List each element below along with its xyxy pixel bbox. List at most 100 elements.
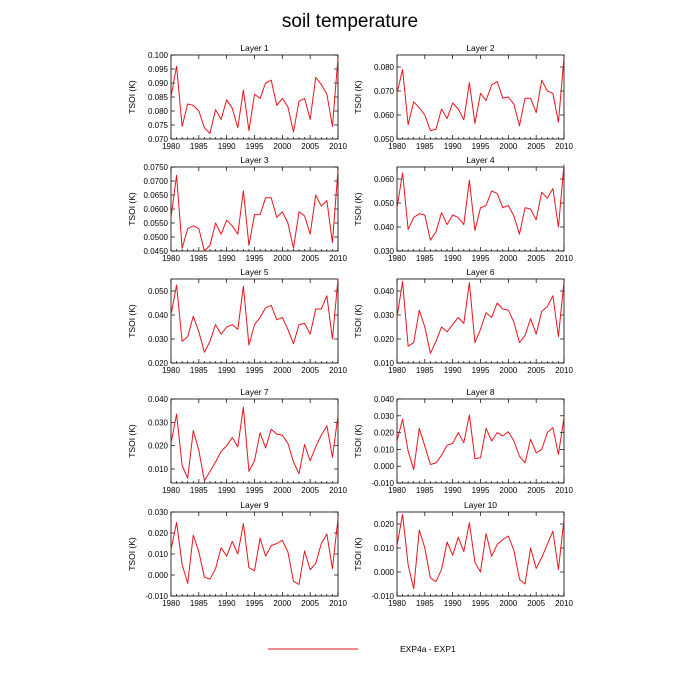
panel-7-xtick-label: 1980 xyxy=(162,486,180,495)
panel-3-title: Layer 3 xyxy=(240,155,269,165)
panel-2-xtick-label: 1980 xyxy=(388,142,406,151)
panel-5-xtick-label: 1995 xyxy=(246,366,264,375)
panel-10-ytick-label: 0.020 xyxy=(374,520,395,529)
panel-2-title: Layer 2 xyxy=(466,43,495,53)
panel-2-xtick-label: 2005 xyxy=(527,142,545,151)
panel-6-series-line xyxy=(396,280,565,354)
panel-4-ytick-label: 0.050 xyxy=(374,199,395,208)
panel-1-ylabel: TSOI (K) xyxy=(127,80,137,114)
panel-4-xtick-label: 1995 xyxy=(472,254,490,263)
panel-4-xtick-label: 1980 xyxy=(388,254,406,263)
panel-8-xtick-label: 2005 xyxy=(527,486,545,495)
panel-6-xtick-label: 1980 xyxy=(388,366,406,375)
panel-2-series-line xyxy=(396,57,565,132)
panel-9-ytick-label: 0.010 xyxy=(148,550,169,559)
panel-9-xtick-label: 2005 xyxy=(301,599,319,608)
panel-9-ytick-label: 0.030 xyxy=(148,508,169,517)
panel-3-ytick-label: 0.0700 xyxy=(144,177,169,186)
panel-4-xtick-label: 2005 xyxy=(527,254,545,263)
panel-9-xtick-label: 1990 xyxy=(218,599,236,608)
panel-10-xtick-label: 2005 xyxy=(527,599,545,608)
panel-2-xtick-label: 1990 xyxy=(444,142,462,151)
panel-10: Layer 10 TSOI (K) -0.010 0.000 0.010 0.020 198… xyxy=(353,500,573,608)
panel-8-ytick-label: 0.040 xyxy=(374,395,395,404)
panel-8: Layer 8 TSOI (K) -0.010 0.000 0.010 0.020 0.03… xyxy=(353,387,573,495)
panel-8-xtick-label: 2000 xyxy=(499,486,517,495)
panel-1-xtick-label: 1985 xyxy=(190,142,208,151)
panel-6-title: Layer 6 xyxy=(466,267,495,277)
panel-1: Layer 1 TSOI (K) 0.070 0.075 0.080 0.085 0.090… xyxy=(127,43,347,151)
panel-6-xtick-label: 1995 xyxy=(472,366,490,375)
panel-4-ytick-label: 0.040 xyxy=(374,223,395,232)
panel-9-xtick-label: 2010 xyxy=(329,599,347,608)
panel-9: Layer 9 TSOI (K) -0.010 0.000 0.010 0.020 0.03… xyxy=(127,500,347,608)
panel-1-xtick-label: 1980 xyxy=(162,142,180,151)
panel-1-xtick-label: 2000 xyxy=(273,142,291,151)
panel-8-ytick-label: 0.030 xyxy=(374,412,395,421)
panel-9-ytick-label: -0.010 xyxy=(145,592,168,601)
panel-6-ytick-label: 0.010 xyxy=(374,359,395,368)
panel-4-series-line xyxy=(396,164,565,241)
panel-7-xtick-label: 2005 xyxy=(301,486,319,495)
legend-label: EXP4a - EXP1 xyxy=(400,644,456,654)
panel-3-frame xyxy=(170,166,339,252)
panel-10-ylabel: TSOI (K) xyxy=(353,537,363,571)
panel-3-ytick-label: 0.0600 xyxy=(144,205,169,214)
panel-3-xtick-label: 2010 xyxy=(329,254,347,263)
panel-5-xtick-label: 1990 xyxy=(218,366,236,375)
panel-9-frame xyxy=(170,511,339,597)
panel-10-title: Layer 10 xyxy=(464,500,497,510)
panel-3: Layer 3 TSOI (K) 0.0450 0.0500 0.0550 0.0600 0… xyxy=(127,155,347,263)
panel-1-ytick-label: 0.075 xyxy=(148,121,169,130)
panel-3-xtick-label: 1995 xyxy=(246,254,264,263)
panel-4-xtick-label: 2010 xyxy=(555,254,573,263)
panel-9-series-line xyxy=(170,518,339,585)
panel-8-xtick-label: 1995 xyxy=(472,486,490,495)
panel-4-ytick-label: 0.060 xyxy=(374,175,395,184)
panel-7-xtick-label: 1990 xyxy=(218,486,236,495)
panel-3-series-line xyxy=(170,169,339,252)
panel-10-ytick-label: 0.000 xyxy=(374,568,395,577)
panel-10-xtick-label: 1985 xyxy=(416,599,434,608)
panel-1-title: Layer 1 xyxy=(240,43,269,53)
panel-2-xtick-label: 2000 xyxy=(499,142,517,151)
panel-9-xtick-label: 1995 xyxy=(246,599,264,608)
panel-8-title: Layer 8 xyxy=(466,387,495,397)
panel-8-frame xyxy=(396,398,565,484)
panel-8-xtick-label: 1985 xyxy=(416,486,434,495)
panel-3-xtick-label: 1990 xyxy=(218,254,236,263)
panel-10-xtick-label: 1980 xyxy=(388,599,406,608)
panel-3-ytick-label: 0.0500 xyxy=(144,233,169,242)
panel-9-xtick-label: 1980 xyxy=(162,599,180,608)
panel-4-ytick-label: 0.030 xyxy=(374,247,395,256)
panel-1-ytick-label: 0.095 xyxy=(148,65,169,74)
panel-6-ylabel: TSOI (K) xyxy=(353,304,363,338)
panel-6-xtick-label: 1990 xyxy=(444,366,462,375)
panels: Layer 1 TSOI (K) 0.070 0.075 0.080 0.085 0.090… xyxy=(127,43,573,608)
panel-5-ytick-label: 0.020 xyxy=(148,359,169,368)
panel-4-xtick-label: 1985 xyxy=(416,254,434,263)
panel-3-ytick-label: 0.0550 xyxy=(144,219,169,228)
panel-5-title: Layer 5 xyxy=(240,267,269,277)
panel-6-ytick-label: 0.040 xyxy=(374,287,395,296)
panel-4-ylabel: TSOI (K) xyxy=(353,192,363,226)
panel-2-xtick-label: 2010 xyxy=(555,142,573,151)
panel-10-ytick-label: -0.010 xyxy=(371,592,394,601)
panel-6-xtick-label: 2010 xyxy=(555,366,573,375)
panel-7-xtick-label: 1985 xyxy=(190,486,208,495)
panel-3-ytick-label: 0.0450 xyxy=(144,247,169,256)
panel-7-xtick-label: 1995 xyxy=(246,486,264,495)
panel-3-xtick-label: 1985 xyxy=(190,254,208,263)
panel-5-ytick-label: 0.050 xyxy=(148,287,169,296)
panel-7-ytick-label: 0.010 xyxy=(148,465,169,474)
panel-9-ylabel: TSOI (K) xyxy=(127,537,137,571)
panel-3-ytick-label: 0.0650 xyxy=(144,191,169,200)
panel-7: Layer 7 TSOI (K) 0.010 0.020 0.030 0.040 1980 1… xyxy=(127,387,347,495)
panel-2-xtick-label: 1995 xyxy=(472,142,490,151)
panel-8-ylabel: TSOI (K) xyxy=(353,424,363,458)
panel-1-xtick-label: 1990 xyxy=(218,142,236,151)
panel-7-ytick-label: 0.030 xyxy=(148,418,169,427)
panel-9-ytick-label: 0.000 xyxy=(148,571,169,580)
panel-3-xtick-label: 1980 xyxy=(162,254,180,263)
